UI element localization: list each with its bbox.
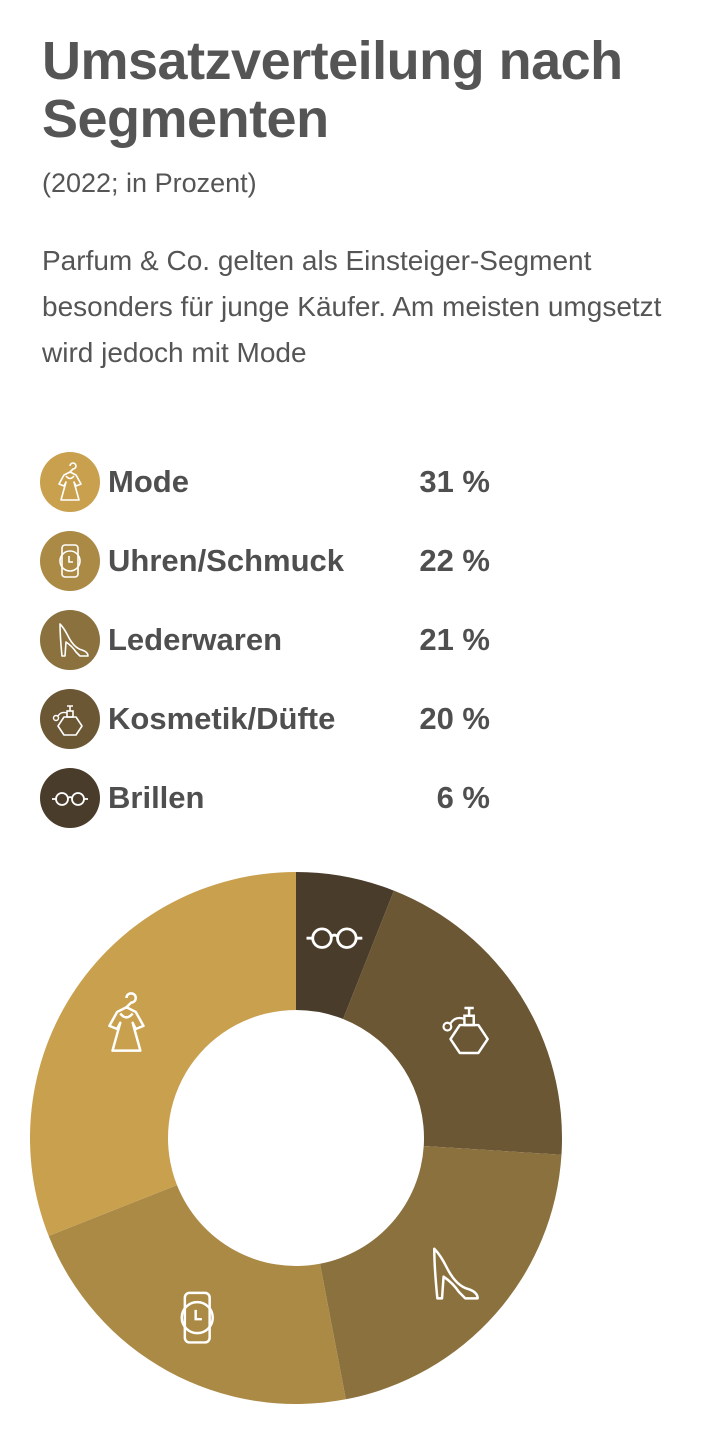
legend-label: Uhren/Schmuck: [108, 543, 345, 578]
dress-icon: [40, 452, 100, 512]
perfume-icon: [442, 1006, 489, 1055]
legend-label: Brillen: [108, 780, 205, 815]
chart-description: Parfum & Co. gelten als Einsteiger-Segme…: [42, 245, 662, 368]
dress-icon: [108, 992, 145, 1052]
legend-item-uhren-schmuck: Uhren/Schmuck 22 %: [40, 531, 500, 591]
legend-item-mode: Mode 31 %: [40, 452, 500, 512]
slice-mode: [29, 872, 297, 1236]
legend-label: Lederwaren: [108, 622, 283, 657]
slice-brillen: [296, 872, 394, 1019]
watch-icon: [40, 531, 100, 591]
legend-label: Kosmetik/Düfte: [108, 701, 336, 736]
high-heel-icon: [40, 610, 100, 670]
legend-item-brillen: Brillen 6 %: [40, 768, 500, 828]
legend-value: 6 %: [436, 780, 490, 815]
chart-title: Umsatzverteilung nach Segmenten: [42, 31, 623, 149]
legend-label: Mode: [108, 464, 189, 499]
legend-value: 22 %: [419, 543, 490, 578]
slice-uhren-schmuck: [48, 1185, 346, 1404]
slice-kosmetik-d-fte: [343, 890, 562, 1155]
slice-lederwaren: [319, 1146, 562, 1400]
legend-value: 21 %: [419, 622, 490, 657]
perfume-icon: [40, 689, 100, 749]
legend-value: 20 %: [419, 701, 490, 736]
glasses-icon: [306, 927, 363, 949]
donut-chart: [29, 872, 562, 1404]
legend-value: 31 %: [419, 464, 490, 499]
watch-icon: [180, 1291, 214, 1344]
high-heel-icon: [433, 1247, 479, 1300]
chart-subtitle: (2022; in Prozent): [42, 168, 257, 198]
glasses-icon: [40, 768, 100, 828]
legend-item-kosmetik-duefte: Kosmetik/Düfte 20 %: [40, 689, 500, 749]
legend-item-lederwaren: Lederwaren 21 %: [40, 610, 500, 670]
